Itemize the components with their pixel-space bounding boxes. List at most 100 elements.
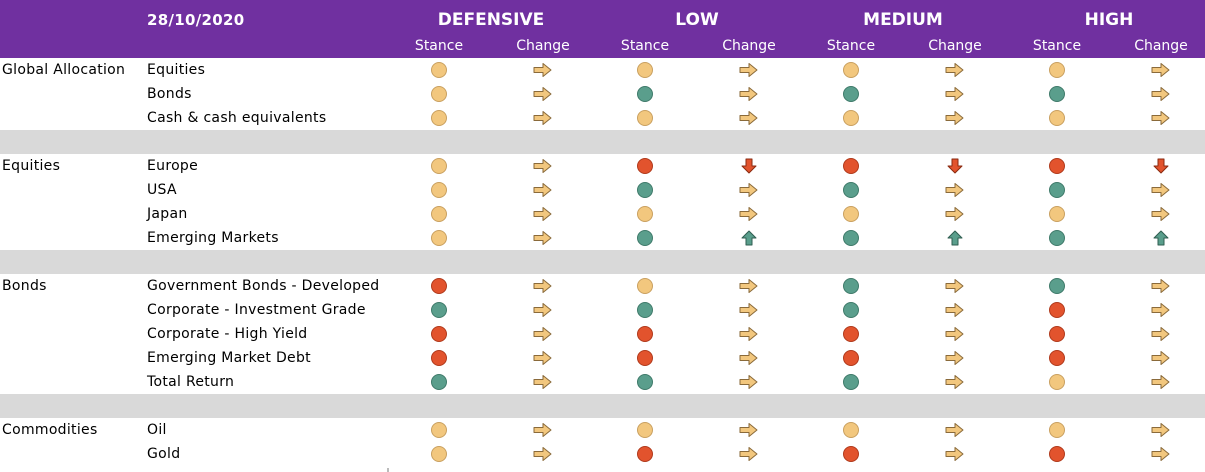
stance-green-circle — [637, 182, 653, 198]
stance-yellow-circle — [1049, 62, 1065, 78]
section-separator — [0, 250, 1205, 274]
arrow-right-icon — [1150, 277, 1172, 295]
asset-label: Corporate - Investment Grade — [147, 302, 366, 318]
arrow-right-icon — [532, 109, 554, 127]
arrow-right-icon — [1150, 205, 1172, 223]
arrow-right-icon — [738, 445, 760, 463]
asset-label: Corporate - High Yield — [147, 326, 308, 342]
arrow-right-icon — [1150, 61, 1172, 79]
stance-red-circle — [843, 326, 859, 342]
asset-label: Total Return — [147, 374, 235, 390]
arrow-down-icon — [944, 157, 966, 175]
asset-label: Emerging Markets — [147, 230, 279, 246]
stance-red-circle — [843, 350, 859, 366]
asset-label: Cash & cash equivalents — [147, 110, 327, 126]
stance-yellow-circle — [431, 110, 447, 126]
change-column-header: Change — [928, 38, 982, 54]
stance-red-circle — [1049, 350, 1065, 366]
category-label: Commodities — [2, 422, 98, 438]
arrow-up-icon — [944, 229, 966, 247]
stance-green-circle — [843, 302, 859, 318]
stance-green-circle — [1049, 86, 1065, 102]
stance-red-circle — [1049, 302, 1065, 318]
stance-yellow-circle — [431, 86, 447, 102]
arrow-right-icon — [944, 325, 966, 343]
arrow-right-icon — [944, 181, 966, 199]
arrow-right-icon — [532, 85, 554, 103]
arrow-right-icon — [532, 181, 554, 199]
arrow-right-icon — [944, 301, 966, 319]
stance-red-circle — [1049, 326, 1065, 342]
arrow-right-icon — [1150, 85, 1172, 103]
arrow-right-icon — [738, 61, 760, 79]
stance-green-circle — [1049, 182, 1065, 198]
arrow-right-icon — [1150, 181, 1172, 199]
profile-header-medium: MEDIUM — [863, 10, 943, 30]
arrow-right-icon — [944, 61, 966, 79]
stance-red-circle — [431, 350, 447, 366]
stance-green-circle — [637, 86, 653, 102]
stance-yellow-circle — [431, 206, 447, 222]
stance-yellow-circle — [431, 182, 447, 198]
category-label: Global Allocation — [2, 62, 126, 78]
stance-red-circle — [1049, 446, 1065, 462]
arrow-right-icon — [738, 301, 760, 319]
arrow-up-icon — [1150, 229, 1172, 247]
arrow-right-icon — [1150, 301, 1172, 319]
profile-header-defensive: DEFENSIVE — [437, 10, 545, 30]
profile-header-low: LOW — [675, 10, 719, 30]
arrow-right-icon — [532, 445, 554, 463]
arrow-right-icon — [1150, 421, 1172, 439]
stance-green-circle — [637, 374, 653, 390]
stance-green-circle — [637, 302, 653, 318]
arrow-right-icon — [944, 277, 966, 295]
stance-yellow-circle — [431, 62, 447, 78]
arrow-right-icon — [738, 349, 760, 367]
stance-green-circle — [1049, 278, 1065, 294]
stance-yellow-circle — [1049, 110, 1065, 126]
arrow-right-icon — [738, 109, 760, 127]
stance-column-header: Stance — [414, 38, 464, 54]
stance-green-circle — [431, 302, 447, 318]
arrow-right-icon — [1150, 109, 1172, 127]
category-label: Equities — [2, 158, 61, 174]
arrow-down-icon — [1150, 157, 1172, 175]
stance-column-header: Stance — [1032, 38, 1082, 54]
stance-red-circle — [1049, 158, 1065, 174]
stance-yellow-circle — [843, 110, 859, 126]
arrow-right-icon — [1150, 373, 1172, 391]
stance-yellow-circle — [637, 278, 653, 294]
subheader-bar — [0, 34, 1205, 58]
asset-label: Bonds — [147, 86, 192, 102]
stance-yellow-circle — [431, 230, 447, 246]
arrow-right-icon — [532, 421, 554, 439]
stance-column-header: Stance — [620, 38, 670, 54]
arrow-right-icon — [944, 421, 966, 439]
arrow-right-icon — [532, 373, 554, 391]
stance-yellow-circle — [431, 422, 447, 438]
stance-green-circle — [843, 182, 859, 198]
arrow-right-icon — [1150, 349, 1172, 367]
stance-green-circle — [843, 230, 859, 246]
profile-header-high: HIGH — [1084, 10, 1134, 30]
stance-yellow-circle — [843, 206, 859, 222]
stance-green-circle — [843, 374, 859, 390]
stance-red-circle — [637, 158, 653, 174]
stance-yellow-circle — [1049, 374, 1065, 390]
divider — [387, 468, 389, 472]
change-column-header: Change — [722, 38, 776, 54]
stance-yellow-circle — [637, 206, 653, 222]
stance-green-circle — [637, 230, 653, 246]
stance-red-circle — [843, 158, 859, 174]
arrow-right-icon — [944, 373, 966, 391]
stance-red-circle — [637, 326, 653, 342]
asset-label: Oil — [147, 422, 167, 438]
arrow-right-icon — [738, 181, 760, 199]
section-separator — [0, 394, 1205, 418]
asset-label: Emerging Market Debt — [147, 350, 311, 366]
asset-label: Japan — [147, 206, 188, 222]
arrow-right-icon — [532, 229, 554, 247]
arrow-right-icon — [738, 85, 760, 103]
arrow-right-icon — [944, 109, 966, 127]
stance-green-circle — [431, 374, 447, 390]
